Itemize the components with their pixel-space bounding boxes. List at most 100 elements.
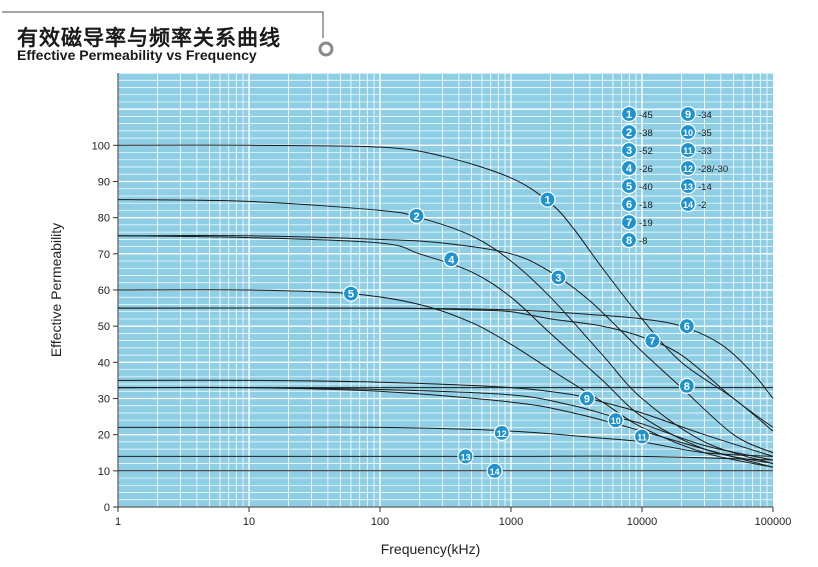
curve-marker-3-number: 3 bbox=[555, 272, 561, 284]
series-line-3 bbox=[117, 234, 774, 454]
series-line-7 bbox=[117, 307, 774, 428]
chart-title-chinese: 有效磁导率与频率关系曲线 bbox=[17, 26, 281, 50]
legend-badge-4-circle bbox=[620, 159, 638, 177]
legend-badge-1-circle bbox=[620, 105, 638, 123]
curve-marker-3-circle bbox=[550, 269, 567, 286]
curve-marker-2-circle bbox=[408, 207, 425, 224]
y-tick-label: 20 bbox=[98, 430, 110, 442]
legend-badge-11-number: 11 bbox=[683, 146, 693, 156]
curve-marker-6-number: 6 bbox=[684, 321, 690, 333]
y-tick-label: 70 bbox=[98, 249, 110, 261]
legend-badge-7-number: 7 bbox=[626, 217, 632, 229]
legend-label-7: -19 bbox=[639, 218, 653, 229]
legend-label-6: -18 bbox=[639, 200, 653, 211]
x-tick-label: 1000 bbox=[499, 516, 523, 528]
series-line-9 bbox=[117, 379, 774, 457]
x-tick-label: 100 bbox=[371, 516, 389, 528]
legend-badge-11-circle bbox=[679, 141, 697, 159]
curve-marker-11-circle bbox=[633, 428, 651, 445]
legend-badge-14-number: 14 bbox=[683, 200, 693, 210]
curve-marker-11-number: 11 bbox=[637, 432, 647, 442]
curve-marker-2-number: 2 bbox=[413, 211, 419, 223]
legend-label-9: -34 bbox=[698, 110, 712, 121]
legend-label-13: -14 bbox=[698, 182, 712, 193]
legend-label-3: -52 bbox=[639, 146, 653, 157]
curve-marker-10-circle bbox=[607, 412, 624, 429]
curve-marker-5-number: 5 bbox=[348, 289, 354, 301]
legend-badge-8-circle bbox=[620, 231, 638, 249]
curve-marker-13-circle bbox=[457, 448, 474, 465]
y-axis-label: Effective Permeability bbox=[48, 223, 64, 357]
curve-marker-9-number: 9 bbox=[584, 394, 590, 406]
series-line-4 bbox=[117, 235, 774, 465]
legend-label-11: -33 bbox=[698, 146, 712, 157]
legend-badge-5-circle bbox=[620, 177, 638, 195]
legend-badge-12-circle bbox=[679, 159, 697, 177]
x-tick-label: 1 bbox=[115, 516, 121, 528]
x-tick-label: 10000 bbox=[627, 516, 658, 528]
x-tick-label: 10 bbox=[243, 516, 255, 528]
y-tick-label: 30 bbox=[98, 394, 110, 406]
legend-badge-3-number: 3 bbox=[626, 145, 632, 157]
curve-marker-4-number: 4 bbox=[448, 254, 455, 266]
legend-badge-6-circle bbox=[620, 195, 638, 213]
legend-label-2: -38 bbox=[639, 128, 653, 139]
legend-badge-13-number: 13 bbox=[683, 182, 693, 192]
legend-label-1: -45 bbox=[639, 110, 653, 121]
legend-badge-9-number: 9 bbox=[685, 109, 691, 121]
legend-badge-2-number: 2 bbox=[626, 127, 632, 139]
series-line-5 bbox=[117, 289, 774, 468]
legend-badge-6-number: 6 bbox=[626, 199, 632, 211]
legend-badge-7-circle bbox=[620, 213, 638, 231]
curve-marker-8-circle bbox=[678, 377, 695, 394]
curve-marker-7-number: 7 bbox=[649, 336, 655, 348]
curve-marker-4-circle bbox=[443, 251, 460, 268]
curve-marker-13-number: 13 bbox=[461, 452, 471, 462]
series-line-12 bbox=[118, 426, 774, 457]
legend-badge-1-number: 1 bbox=[626, 109, 632, 121]
y-tick-label: 60 bbox=[98, 285, 110, 297]
curve-marker-8-number: 8 bbox=[684, 381, 690, 393]
curve-marker-14-circle bbox=[486, 462, 503, 479]
series-line-11 bbox=[117, 386, 774, 468]
curve-marker-14-number: 14 bbox=[490, 467, 500, 477]
legend-badge-14-circle bbox=[679, 195, 697, 213]
legend-badge-4-number: 4 bbox=[626, 163, 633, 175]
curve-marker-12-number: 12 bbox=[497, 429, 507, 439]
legend-badge-5-number: 5 bbox=[626, 181, 632, 193]
x-tick-label: 100000 bbox=[755, 516, 792, 528]
legend-badge-12-number: 12 bbox=[683, 164, 693, 174]
x-axis-label: Frequency(kHz) bbox=[381, 541, 481, 557]
series-line-2 bbox=[117, 199, 774, 465]
legend-badge-9-circle bbox=[679, 105, 697, 123]
curve-marker-9-circle bbox=[578, 390, 596, 407]
curve-marker-5-circle bbox=[342, 285, 360, 302]
curve-marker-1-circle bbox=[539, 191, 556, 208]
legend-badge-2-circle bbox=[620, 123, 638, 141]
y-tick-label: 100 bbox=[92, 140, 110, 152]
y-tick-label: 10 bbox=[98, 466, 110, 478]
chart-title-english: Effective Permeability vs Frequency bbox=[17, 47, 257, 63]
legend-label-14: -2 bbox=[698, 200, 706, 211]
y-tick-label: 0 bbox=[104, 502, 110, 514]
legend-badge-10-number: 10 bbox=[683, 128, 693, 138]
y-tick-label: 50 bbox=[98, 321, 110, 333]
curve-marker-6-circle bbox=[678, 318, 695, 335]
curve-marker-12-circle bbox=[493, 424, 510, 441]
series-line-13 bbox=[118, 455, 774, 461]
curve-marker-10-number: 10 bbox=[611, 416, 621, 426]
legend-badge-8-number: 8 bbox=[626, 235, 632, 247]
legend-badge-13-circle bbox=[679, 177, 697, 195]
y-tick-label: 80 bbox=[98, 213, 110, 225]
legend-label-8: -8 bbox=[639, 236, 647, 247]
legend-label-4: -26 bbox=[639, 164, 653, 175]
legend-label-12: -28/-30 bbox=[698, 164, 728, 175]
curve-marker-1-number: 1 bbox=[544, 195, 550, 207]
curve-marker-7-circle bbox=[644, 332, 661, 349]
legend-badge-10-circle bbox=[679, 123, 697, 141]
legend-label-10: -35 bbox=[698, 128, 712, 139]
legend-label-5: -40 bbox=[639, 182, 653, 193]
y-tick-label: 90 bbox=[98, 177, 110, 189]
